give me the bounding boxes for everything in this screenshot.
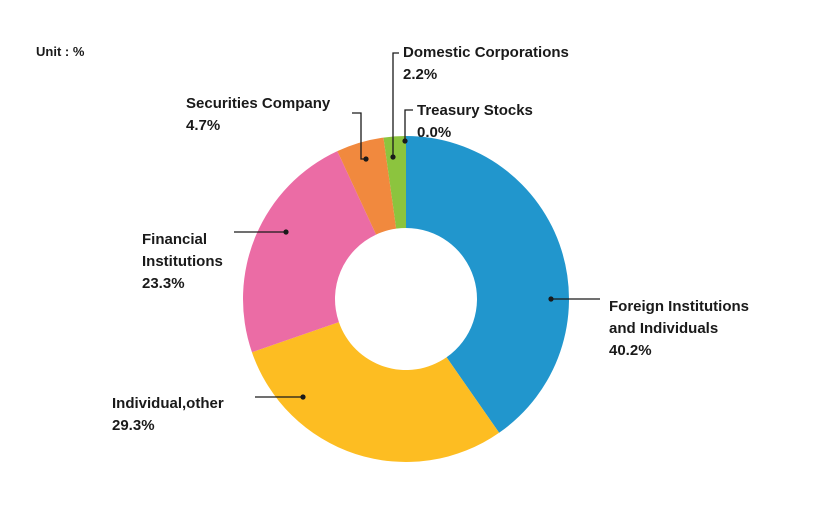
slice-domestic-corporations (383, 136, 406, 229)
label-line: and Individuals (609, 320, 719, 337)
leader-line (404, 109, 413, 141)
label-line: Securities Company (186, 95, 331, 112)
unit-label: Unit : % (36, 44, 85, 59)
slice-financial-institutions (243, 151, 377, 353)
leader-dot (363, 156, 369, 162)
label-treasury-stocks: Treasury Stocks 0.0% (417, 100, 533, 144)
leader-dot (300, 394, 306, 400)
label-foreign-institutions: Foreign Institutions and Individuals 40.… (609, 296, 749, 362)
label-value: 29.3% (112, 417, 155, 434)
leader-dot (283, 229, 289, 235)
leader-dot (402, 138, 408, 144)
slice-foreign-institutions-and-individuals (406, 136, 569, 433)
label-financial-institutions: Financial Institutions 23.3% (142, 229, 223, 295)
label-value: 23.3% (142, 275, 185, 292)
label-securities-company: Securities Company 4.7% (186, 93, 330, 137)
label-line: Treasury Stocks (417, 102, 533, 119)
slice-individual-other (251, 322, 500, 462)
label-line: Foreign Institutions (609, 298, 749, 315)
label-line: Financial (142, 231, 208, 248)
label-line: Institutions (142, 253, 223, 270)
label-line: Domestic Corporations (403, 44, 569, 61)
label-domestic-corporations: Domestic Corporations 2.2% (403, 42, 569, 86)
label-value: 0.0% (417, 124, 452, 141)
label-value: 2.2% (403, 66, 438, 83)
leader-dot (548, 296, 554, 302)
label-value: 4.7% (186, 117, 221, 134)
leader-dot (390, 154, 396, 160)
leader-line (392, 52, 399, 157)
slice-securities-company (337, 137, 397, 235)
label-line: Individual,other (112, 395, 224, 412)
label-individual-other: Individual,other 29.3% (112, 393, 224, 437)
label-value: 40.2% (609, 342, 652, 359)
